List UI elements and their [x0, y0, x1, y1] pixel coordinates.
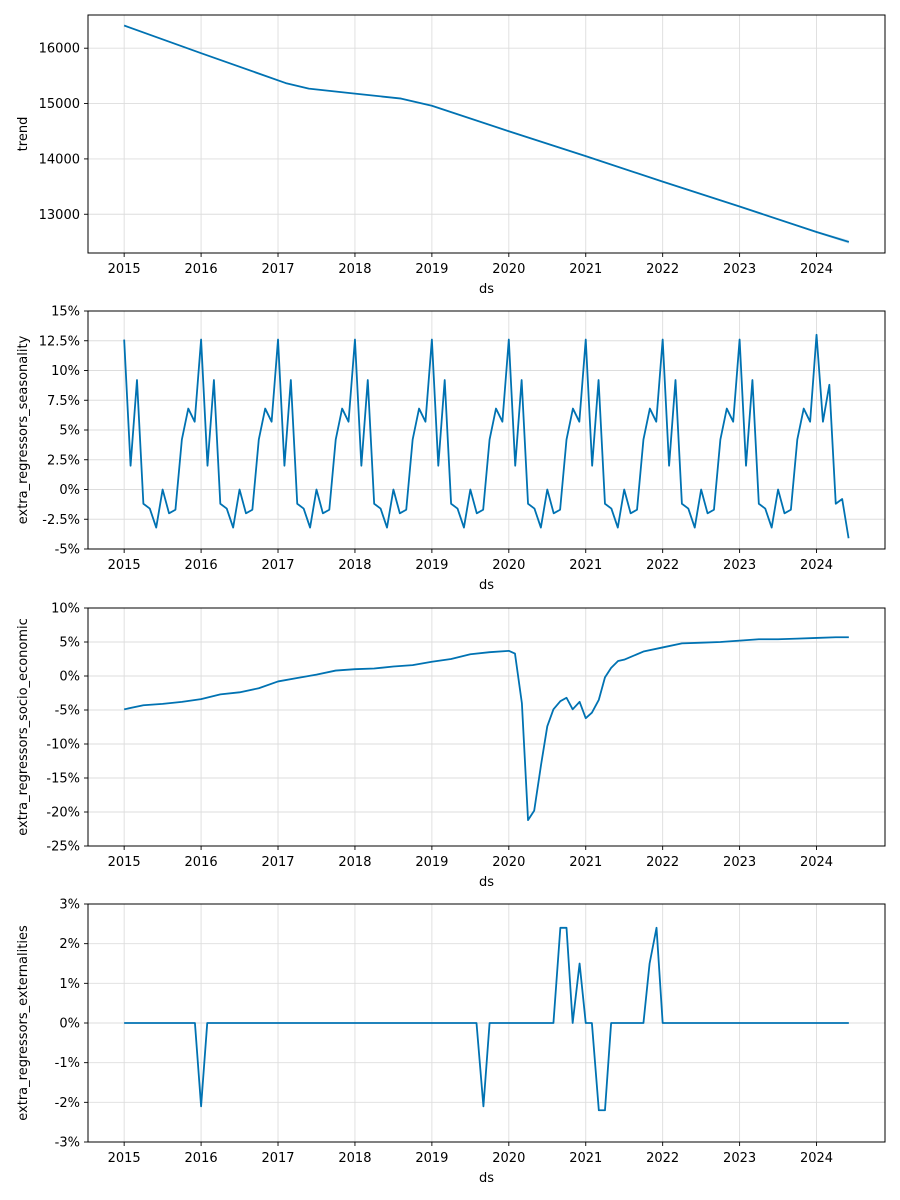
- x-tick-label: 2023: [723, 1151, 756, 1166]
- y-axis-label: extra_regressors_socio_economic: [16, 618, 31, 836]
- y-axis-label: extra_regressors_externalities: [16, 925, 31, 1121]
- y-tick-label: 10%: [51, 364, 80, 379]
- x-tick-label: 2016: [185, 1151, 218, 1166]
- y-tick-label: 2%: [59, 937, 80, 952]
- x-axis-label: ds: [479, 282, 494, 297]
- subplot-4: 2015 2016 2017 2018 2019 2020 2021 2022 2023 2024…: [16, 898, 886, 1186]
- x-axis-label: ds: [479, 875, 494, 890]
- subplot-3: 2015 2016 2017 2018 2019 2020 2021 2022 2023 2024…: [16, 602, 886, 890]
- x-tick-label: 2017: [261, 1151, 294, 1166]
- x-tick-label: 2023: [723, 558, 756, 573]
- series-line: [123, 333, 850, 539]
- y-tick-label: -2%: [55, 1096, 80, 1111]
- series-line: [124, 926, 849, 1112]
- y-tick-label: -3%: [55, 1136, 80, 1151]
- x-tick-label: 2020: [492, 1151, 525, 1166]
- series-line: [123, 24, 850, 243]
- y-tick-label: 12.5%: [39, 334, 80, 349]
- y-tick-label: 10%: [51, 602, 80, 617]
- y-tick-label: 14000: [39, 152, 80, 167]
- subplot-1: 2015 2016 2017 2018 2019 2020 2021 2022 2023 2024…: [16, 14, 886, 297]
- y-tick-label: -20%: [46, 806, 80, 821]
- x-tick-label: 2022: [646, 855, 679, 870]
- x-tick-label: 2015: [108, 1151, 141, 1166]
- x-tick-label: 2017: [261, 855, 294, 870]
- x-axis-label: ds: [479, 1171, 494, 1186]
- x-tick-label: 2017: [261, 558, 294, 573]
- y-tick-label: 0%: [59, 483, 80, 498]
- x-tick-label: 2018: [338, 558, 371, 573]
- x-tick-label: 2021: [569, 855, 602, 870]
- x-tick-label: 2015: [108, 558, 141, 573]
- series-line: [123, 636, 849, 822]
- x-tick-label: 2022: [646, 262, 679, 277]
- x-tick-label: 2015: [108, 855, 141, 870]
- x-tick-label: 2016: [185, 855, 218, 870]
- x-tick-label: 2019: [415, 558, 448, 573]
- y-axis-label: trend: [16, 117, 31, 152]
- x-tick-label: 2022: [646, 1151, 679, 1166]
- x-tick-label: 2019: [415, 1151, 448, 1166]
- x-tick-label: 2019: [415, 262, 448, 277]
- y-tick-label: -5%: [55, 543, 80, 558]
- x-tick-label: 2016: [185, 558, 218, 573]
- x-tick-label: 2018: [338, 262, 371, 277]
- uncertainty-band: [124, 25, 849, 244]
- x-tick-label: 2020: [492, 558, 525, 573]
- x-tick-label: 2020: [492, 855, 525, 870]
- y-tick-label: 1%: [59, 977, 80, 992]
- y-tick-label: 7.5%: [47, 394, 80, 409]
- y-axis-label: extra_regressors_seasonality: [16, 335, 31, 524]
- y-tick-label: 16000: [39, 42, 80, 57]
- y-tick-label: 5%: [59, 636, 80, 651]
- x-tick-label: 2023: [723, 262, 756, 277]
- y-tick-label: -5%: [55, 704, 80, 719]
- y-tick-label: 15000: [39, 97, 80, 112]
- y-tick-label: 0%: [59, 1017, 80, 1032]
- x-tick-label: 2024: [800, 262, 833, 277]
- y-tick-label: -25%: [46, 840, 80, 855]
- x-tick-label: 2021: [569, 1151, 602, 1166]
- y-tick-label: 13000: [39, 208, 80, 223]
- axes-frame: [87, 14, 886, 254]
- y-tick-label: -10%: [46, 738, 80, 753]
- y-tick-label: -15%: [46, 772, 80, 787]
- x-tick-label: 2018: [338, 1151, 371, 1166]
- axes-frame: [87, 607, 886, 847]
- y-tick-label: 5%: [59, 424, 80, 439]
- x-tick-label: 2019: [415, 855, 448, 870]
- y-tick-label: 2.5%: [47, 453, 80, 468]
- x-tick-label: 2016: [185, 262, 218, 277]
- x-tick-label: 2021: [569, 262, 602, 277]
- y-tick-label: -1%: [55, 1056, 80, 1071]
- x-tick-label: 2015: [108, 262, 141, 277]
- y-tick-label: -2.5%: [42, 513, 80, 528]
- x-tick-label: 2020: [492, 262, 525, 277]
- x-tick-label: 2022: [646, 558, 679, 573]
- x-tick-label: 2024: [800, 1151, 833, 1166]
- x-axis-label: ds: [479, 578, 494, 593]
- y-tick-label: 0%: [59, 670, 80, 685]
- y-tick-label: 15%: [51, 305, 80, 320]
- subplot-2: 2015 2016 2017 2018 2019 2020 2021 2022 2023 2024…: [16, 305, 886, 593]
- x-tick-label: 2023: [723, 855, 756, 870]
- x-tick-label: 2024: [800, 558, 833, 573]
- x-tick-label: 2021: [569, 558, 602, 573]
- x-tick-label: 2024: [800, 855, 833, 870]
- x-tick-label: 2018: [338, 855, 371, 870]
- y-tick-label: 3%: [59, 898, 80, 913]
- x-tick-label: 2017: [261, 262, 294, 277]
